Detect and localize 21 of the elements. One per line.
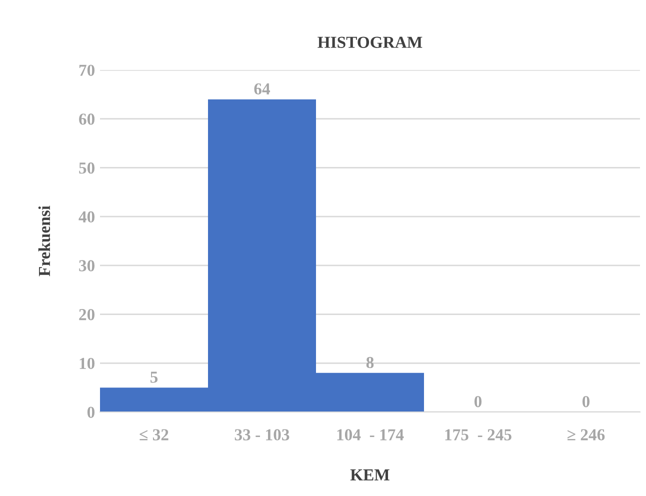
chart-title: HISTOGRAM	[318, 36, 422, 48]
y-tick-label: 0	[87, 406, 95, 418]
x-axis-title: KEM	[350, 469, 390, 480]
y-tick-label: 70	[79, 64, 95, 76]
data-label: 0	[474, 396, 482, 408]
y-tick-label: 20	[79, 308, 95, 320]
data-label: 8	[366, 356, 374, 368]
y-tick-label: 10	[80, 358, 95, 370]
x-tick-label: ≤ 32	[140, 429, 168, 440]
y-tick-label: 30	[79, 260, 95, 272]
x-tick-label: 33 - 103	[234, 429, 290, 440]
data-label: 64	[254, 83, 270, 95]
x-tick-label: 175 - 245	[445, 429, 512, 440]
y-tick-label: 60	[79, 114, 95, 125]
data-label: 0	[582, 396, 590, 408]
x-tick-label: 104 - 174	[337, 429, 404, 440]
y-axis-title: Frekuensi	[38, 206, 50, 276]
y-tick-label: 50	[79, 162, 95, 174]
y-tick-label: 40	[78, 211, 95, 223]
x-tick-label: ≥ 246	[568, 429, 605, 440]
data-label: 5	[150, 372, 158, 383]
